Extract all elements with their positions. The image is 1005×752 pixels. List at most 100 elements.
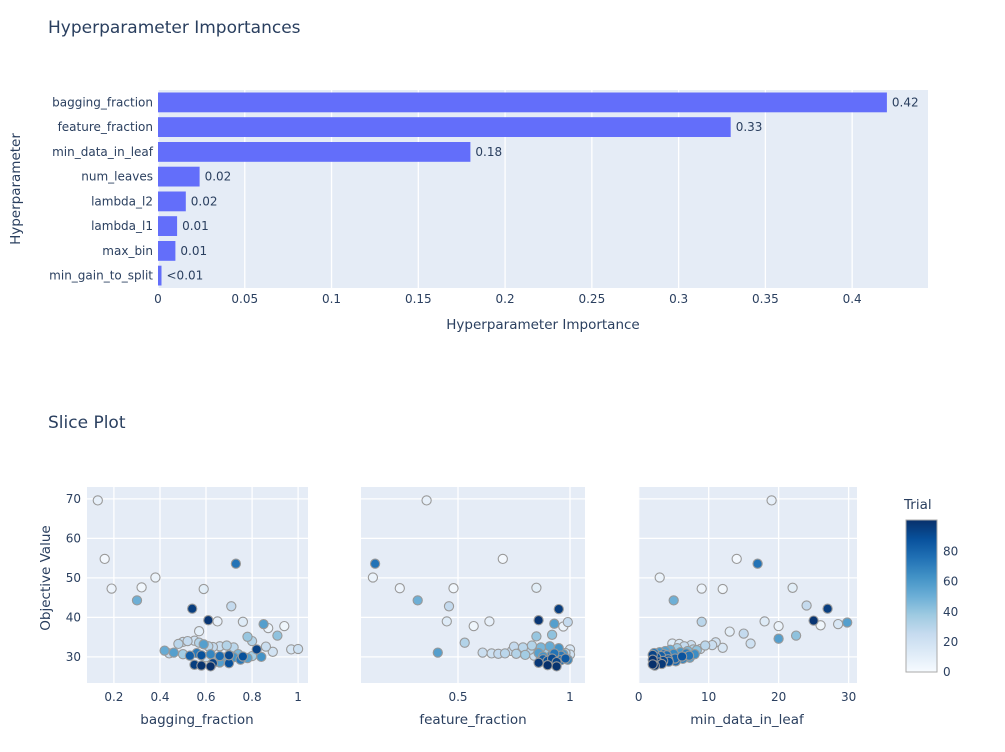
trial-point[interactable]	[787, 582, 798, 593]
trial-point[interactable]	[700, 640, 711, 651]
trial-point[interactable]	[292, 643, 304, 655]
trial-point[interactable]	[676, 651, 688, 662]
trial-point[interactable]	[421, 495, 432, 506]
importances-chart[interactable]: bagging_fraction 0.42 feature_fraction 0.33…	[0, 0, 1005, 360]
importance-bar[interactable]	[158, 117, 731, 137]
trial-point[interactable]	[106, 583, 117, 594]
trial-point[interactable]	[394, 583, 405, 594]
importance-bar[interactable]	[158, 265, 162, 286]
trial-point[interactable]	[553, 603, 564, 615]
trial-point[interactable]	[223, 650, 235, 661]
colorbar[interactable]	[905, 519, 938, 673]
trial-point[interactable]	[432, 647, 443, 658]
trial-point[interactable]	[173, 638, 184, 650]
trial-point[interactable]	[131, 595, 143, 606]
trial-point[interactable]	[258, 618, 269, 630]
importance-bar[interactable]	[158, 191, 186, 212]
trial-point[interactable]	[562, 616, 573, 628]
trial-point[interactable]	[260, 641, 272, 652]
trial-point[interactable]	[815, 620, 826, 631]
trial-point[interactable]	[801, 600, 812, 611]
trial-point[interactable]	[533, 657, 544, 668]
trial-point[interactable]	[237, 651, 249, 662]
trial-point[interactable]	[484, 616, 495, 627]
trial-point[interactable]	[267, 646, 278, 657]
trial-point[interactable]	[647, 659, 658, 670]
trial-point[interactable]	[717, 642, 728, 653]
trial-point[interactable]	[551, 661, 562, 672]
trial-point[interactable]	[752, 558, 763, 569]
importance-bar[interactable]	[158, 166, 200, 187]
trial-point[interactable]	[203, 615, 214, 626]
trial-point[interactable]	[542, 660, 553, 671]
trial-point[interactable]	[808, 615, 819, 626]
trial-point[interactable]	[196, 660, 207, 671]
trial-point[interactable]	[159, 645, 170, 656]
importance-bar[interactable]	[158, 92, 887, 113]
trial-point[interactable]	[773, 620, 784, 632]
trial-point[interactable]	[533, 615, 544, 626]
trial-point[interactable]	[242, 631, 253, 642]
trial-point[interactable]	[448, 583, 459, 594]
trial-point[interactable]	[459, 637, 470, 648]
trial-point[interactable]	[560, 653, 571, 664]
trial-point[interactable]	[717, 583, 728, 595]
trial-point[interactable]	[412, 595, 423, 606]
trial-point[interactable]	[468, 620, 479, 632]
importance-bar[interactable]	[158, 216, 178, 236]
trial-point[interactable]	[842, 617, 853, 628]
trial-point[interactable]	[272, 630, 283, 641]
trial-point[interactable]	[369, 558, 381, 569]
trial-point[interactable]	[531, 631, 542, 642]
trial-point[interactable]	[724, 626, 735, 637]
trial-point[interactable]	[168, 647, 179, 658]
trial-point[interactable]	[214, 650, 225, 662]
trial-point[interactable]	[198, 583, 209, 595]
trial-point[interactable]	[198, 639, 209, 650]
trial-point[interactable]	[549, 618, 560, 629]
trial-point[interactable]	[196, 650, 207, 661]
trial-point[interactable]	[731, 553, 742, 565]
trial-point[interactable]	[696, 583, 707, 594]
trial-point[interactable]	[832, 618, 844, 630]
trial-point[interactable]	[790, 630, 802, 641]
importance-bar[interactable]	[158, 142, 471, 162]
trial-point[interactable]	[205, 649, 216, 660]
trial-point[interactable]	[822, 603, 833, 614]
trial-point[interactable]	[226, 601, 237, 612]
trial-point[interactable]	[441, 616, 452, 627]
trial-point[interactable]	[745, 638, 756, 649]
trial-point[interactable]	[212, 616, 223, 627]
trial-point[interactable]	[766, 495, 777, 506]
trial-point[interactable]	[668, 595, 679, 606]
trial-point[interactable]	[477, 647, 488, 658]
trial-point[interactable]	[150, 572, 161, 583]
trial-point[interactable]	[230, 558, 242, 569]
trial-point[interactable]	[187, 603, 198, 614]
trial-point[interactable]	[738, 628, 749, 639]
trial-point[interactable]	[251, 644, 262, 655]
trial-point[interactable]	[256, 651, 267, 663]
trial-point[interactable]	[654, 572, 665, 583]
trial-point[interactable]	[499, 648, 511, 659]
importance-bar[interactable]	[158, 241, 176, 261]
trial-point[interactable]	[531, 582, 542, 593]
trial-point[interactable]	[511, 648, 522, 659]
trial-point[interactable]	[99, 553, 110, 565]
trial-point[interactable]	[520, 649, 531, 661]
trial-point[interactable]	[279, 620, 290, 632]
trial-point[interactable]	[759, 616, 770, 627]
trial-point[interactable]	[367, 572, 379, 583]
trial-point[interactable]	[184, 650, 196, 661]
trial-point[interactable]	[443, 601, 455, 612]
trial-point[interactable]	[497, 553, 508, 565]
trial-point[interactable]	[526, 640, 538, 651]
trial-point[interactable]	[92, 495, 103, 506]
trial-point[interactable]	[773, 633, 784, 644]
trial-point[interactable]	[237, 616, 249, 627]
trial-point[interactable]	[696, 616, 707, 627]
trial-point[interactable]	[205, 661, 216, 672]
trial-point[interactable]	[182, 635, 193, 647]
trial-point[interactable]	[193, 626, 205, 637]
